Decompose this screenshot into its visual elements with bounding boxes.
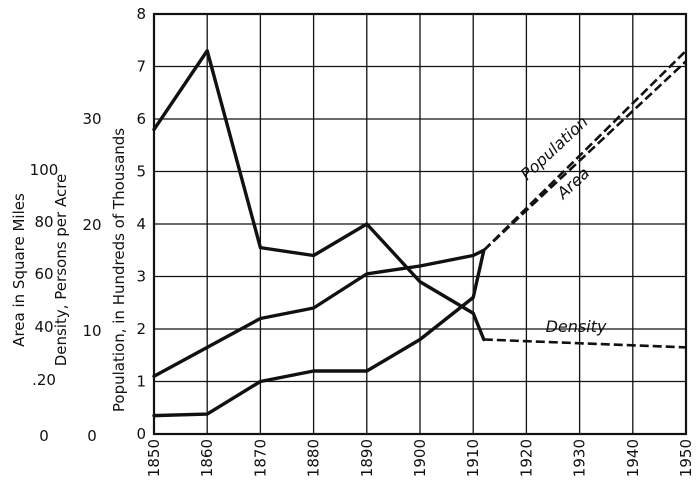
density-line	[152, 49, 486, 342]
year-tick-label: 1930	[571, 439, 589, 477]
area-tick-label: 60	[34, 265, 53, 283]
population-tick-label: 8	[136, 5, 146, 23]
year-tick-label: 1950	[677, 439, 695, 477]
area-axis-ticks: 0 .20 40 60 80 100	[30, 161, 59, 445]
area-projection-line	[482, 49, 687, 252]
year-tick-label: 1910	[464, 439, 482, 477]
grid	[152, 12, 688, 436]
year-tick-label: 1880	[305, 439, 323, 477]
area-line	[152, 248, 486, 418]
area-tick-label: .20	[32, 371, 56, 389]
density-tick-label: 10	[82, 322, 101, 340]
density-axis-ticks: 0 10 20 30	[82, 110, 101, 445]
area-tick-label: 40	[34, 318, 53, 336]
year-tick-label: 1870	[251, 439, 269, 477]
population-tick-label: 2	[136, 320, 146, 338]
area-tick-label: 0	[39, 427, 49, 445]
population-axis-title: Population, in Hundreds of Thousands	[110, 128, 128, 412]
area-tick-label: 100	[30, 161, 59, 179]
year-tick-label: 1890	[358, 439, 376, 477]
year-axis-ticks: 1850 1860 1870 1880 1890 1900 1910 1920 1930 1940…	[145, 439, 695, 477]
year-tick-label: 1850	[145, 439, 163, 477]
year-tick-label: 1920	[517, 439, 535, 477]
population-tick-label: 6	[136, 110, 146, 128]
plot-frame	[152, 12, 688, 436]
population-tick-label: 5	[136, 163, 146, 181]
density-tick-label: 30	[82, 110, 101, 128]
population-line	[152, 248, 486, 378]
area-series-label: Area	[552, 163, 593, 203]
population-tick-label: 1	[136, 373, 146, 391]
density-tick-label: 0	[87, 427, 97, 445]
year-tick-label: 1900	[411, 439, 429, 477]
density-series-label: Density	[546, 317, 607, 336]
year-tick-label: 1860	[198, 439, 216, 477]
area-tick-label: 80	[34, 213, 53, 231]
population-axis-ticks: 0 1 2 3 4 5 6 7 8	[136, 5, 146, 443]
population-tick-label: 0	[136, 425, 146, 443]
area-axis-title: Area in Square Miles	[10, 193, 28, 347]
density-tick-label: 20	[82, 216, 101, 234]
population-tick-label: 4	[136, 215, 146, 233]
density-axis-title: Density, Persons per Acre	[52, 174, 70, 367]
year-tick-label: 1940	[624, 439, 642, 477]
density-projection-line	[483, 338, 687, 349]
population-tick-label: 3	[136, 268, 146, 286]
population-tick-label: 7	[136, 58, 146, 76]
series-lines	[152, 49, 687, 418]
